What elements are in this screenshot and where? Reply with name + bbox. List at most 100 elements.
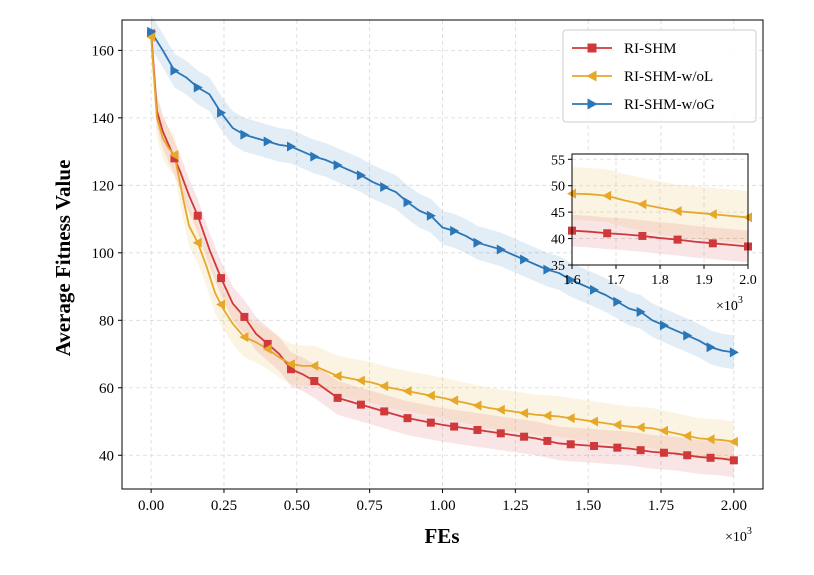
inset-x-tick-label: 1.7	[607, 273, 625, 288]
ri-shm-point	[333, 393, 342, 402]
inset-chart: 1.6 1.7 1.8 1.9 2.0 35 40 45 50 55 ×103	[551, 153, 757, 314]
legend-item-ri-shm-w-og: RI-SHM-w/oG	[572, 97, 715, 113]
x-tick-label: 0.25	[211, 498, 237, 514]
ri-shm-w-og-point	[683, 330, 693, 341]
ri-shm-w-og-point	[380, 182, 390, 193]
ri-shm-point	[356, 400, 365, 409]
ri-shm-w-og-band	[151, 14, 734, 370]
y-tick-label: 120	[92, 178, 115, 194]
ri-shm-w-og-point	[333, 160, 343, 171]
legend-item-ri-shm: RI-SHM	[572, 41, 677, 57]
legend-item-ri-shm-w-ol: RI-SHM-w/oL	[572, 69, 713, 85]
y-tick-label: 40	[99, 448, 114, 464]
x-tick-label: 0.50	[284, 498, 310, 514]
ri-shm-w-ol-point	[682, 430, 692, 441]
y-tick-label: 140	[92, 111, 115, 127]
y-tick-label: 60	[99, 381, 114, 397]
ri-shm-w-ol-point	[379, 381, 389, 392]
ri-shm-w-ol-point	[495, 404, 505, 415]
ri-shm-w-og-point	[590, 284, 600, 295]
legend-label: RI-SHM-w/oG	[624, 97, 715, 113]
y-tick-label: 160	[92, 43, 115, 59]
ri-shm-w-og-point	[426, 210, 436, 221]
ri-shm-w-ol-point	[192, 237, 202, 248]
ri-shm-point	[286, 365, 295, 374]
inset-x-tick-label: 2.0	[739, 273, 757, 288]
x-tick-label: 2.00	[721, 498, 747, 514]
x-tick-label: 1.25	[502, 498, 528, 514]
ri-shm-w-ol-point	[635, 422, 645, 433]
ri-shm-point	[613, 443, 622, 452]
inset-ri-shm-point	[708, 239, 717, 248]
ri-shm-w-og-point	[450, 225, 460, 236]
inset-ri-shm-w-ol-band	[572, 167, 748, 244]
x-axis-multiplier: ×103	[725, 526, 752, 545]
ri-shm-point	[566, 440, 575, 449]
ri-shm-w-og-point	[473, 237, 483, 248]
ri-shm-w-og-point	[543, 264, 553, 275]
inset-ri-shm-w-ol-point	[672, 206, 682, 217]
inset-y-tick-label: 45	[551, 206, 565, 221]
inset-ri-shm-w-ol-point	[707, 209, 717, 220]
inset-x-tick-label: 1.8	[651, 273, 669, 288]
ri-shm-w-og-point	[147, 26, 157, 37]
inset-x-tick-label: 1.9	[695, 273, 713, 288]
ri-shm-point	[193, 211, 202, 220]
ri-shm-point	[496, 429, 505, 438]
ri-shm-w-og-point	[310, 151, 320, 162]
legend-marker	[587, 98, 598, 110]
ri-shm-w-ol-point	[355, 375, 365, 386]
inset-y-tick-label: 40	[551, 233, 565, 248]
ri-shm-w-og-point	[729, 347, 739, 358]
y-tick-label: 100	[92, 246, 115, 262]
ri-shm-w-ol-point	[565, 413, 575, 424]
inset-x-multiplier: ×103	[716, 295, 743, 314]
x-axis-title: FEs	[424, 524, 459, 548]
ri-shm-w-og-point	[286, 141, 296, 152]
ri-shm-point	[473, 425, 482, 434]
inset-ri-shm-point	[603, 229, 612, 238]
y-axis-ticks: 40 60 80 100 120 140 160	[92, 43, 122, 464]
ri-shm-point	[659, 448, 668, 457]
inset-x-tick-label: 1.6	[563, 273, 581, 288]
x-tick-label: 1.50	[575, 498, 601, 514]
confidence-bands	[151, 14, 734, 478]
inset-ri-shm-point	[673, 235, 682, 244]
ri-shm-w-ol-point	[658, 425, 668, 436]
ri-shm-w-og-point	[356, 170, 366, 181]
ri-shm-w-og-point	[496, 244, 506, 255]
x-tick-label: 0.75	[357, 498, 383, 514]
ri-shm-w-ol-point	[449, 395, 459, 406]
ri-shm-point	[380, 407, 389, 416]
ri-shm-point	[403, 414, 412, 423]
ri-shm-w-ol-point	[612, 419, 622, 430]
inset-ri-shm-point	[638, 231, 647, 240]
y-axis-title: Average Fitness Value	[51, 160, 75, 357]
ri-shm-w-ol-point	[402, 386, 412, 397]
inset-ri-shm-line	[571, 229, 749, 248]
ri-shm-w-ol-point	[589, 416, 599, 427]
ri-shm-point	[683, 451, 692, 460]
x-tick-label: 1.75	[648, 498, 674, 514]
ri-shm-w-ol-point	[285, 359, 295, 370]
ri-shm-band	[151, 16, 734, 478]
ri-shm-w-og-point	[217, 107, 227, 118]
ri-shm-point	[520, 432, 529, 441]
ri-shm-w-ol-point	[169, 149, 179, 160]
ri-shm-point	[450, 422, 459, 431]
ri-shm-w-ol-point	[309, 360, 319, 371]
inset-ri-shm-w-ol-point	[602, 190, 612, 201]
ri-shm-point	[217, 274, 226, 283]
ri-shm-w-og-point	[566, 274, 576, 285]
inset-y-tick-label: 55	[551, 153, 565, 168]
ri-shm-w-og-point	[706, 342, 716, 353]
inset-x-ticks: 1.6 1.7 1.8 1.9 2.0	[563, 265, 757, 288]
legend-label: RI-SHM-w/oL	[624, 69, 713, 85]
x-tick-label: 0.00	[138, 498, 164, 514]
inset-y-tick-label: 35	[551, 259, 565, 274]
legend-marker	[587, 43, 597, 53]
ri-shm-w-ol-point	[728, 436, 738, 447]
ri-shm-w-og-point	[659, 320, 669, 331]
ri-shm-w-ol-point	[425, 390, 435, 401]
